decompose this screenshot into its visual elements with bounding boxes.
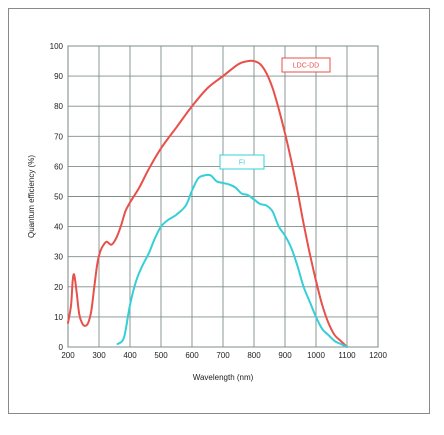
- x-tick-label: 1000: [307, 351, 325, 360]
- series-label-box-ldc-dd: [281, 57, 331, 73]
- x-tick-label: 800: [247, 351, 261, 360]
- series-label-ldc-dd: LDC-DD: [293, 63, 319, 70]
- x-tick-label: 1100: [338, 351, 356, 360]
- x-tick-label: 300: [92, 351, 106, 360]
- series-line-ldc-dd: [67, 59, 348, 348]
- x-tick-label: 400: [123, 351, 137, 360]
- tick-labels: 200 300 400 500 600 700 800 900 1000 1100 1200 0 10 2…: [50, 42, 388, 360]
- y-tick-label: 40: [54, 223, 63, 232]
- x-tick-label: 600: [185, 351, 199, 360]
- series-labels: LDC-DD FI: [219, 57, 331, 170]
- y-tick-label: 100: [50, 42, 64, 51]
- y-tick-label: 30: [54, 253, 63, 262]
- series-line-fi: [116, 173, 348, 348]
- series-label-fi: FI: [239, 160, 245, 167]
- x-tick-label: 500: [154, 351, 168, 360]
- x-tick-label: 200: [61, 351, 75, 360]
- y-tick-label: 20: [54, 283, 63, 292]
- x-axis-title: Wavelength (nm): [193, 373, 254, 382]
- series-lines: [67, 59, 348, 348]
- grid: [67, 45, 379, 348]
- y-tick-label: 60: [54, 162, 63, 171]
- y-tick-label: 90: [54, 72, 63, 81]
- series-label-box-fi: [219, 154, 265, 170]
- y-tick-label: 0: [59, 343, 64, 352]
- y-tick-label: 70: [54, 132, 63, 141]
- x-tick-label: 700: [216, 351, 230, 360]
- y-axis-title: Quantum efficiency (%): [27, 155, 36, 238]
- x-tick-label: 900: [278, 351, 292, 360]
- y-tick-label: 80: [54, 102, 63, 111]
- y-tick-label: 50: [54, 193, 63, 202]
- x-tick-label: 1200: [369, 351, 387, 360]
- y-tick-label: 10: [54, 313, 63, 322]
